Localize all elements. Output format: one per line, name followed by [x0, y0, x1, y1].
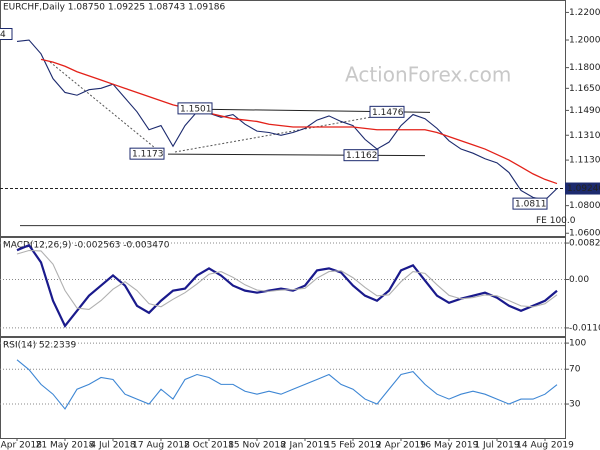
y-tick-label: 1.14900: [569, 106, 600, 116]
x-tick-label: 16 May 2019: [420, 441, 479, 450]
level-box: [512, 197, 548, 210]
y-tick-label: 1.13100: [569, 131, 600, 141]
level-label: 1.204: [0, 30, 6, 40]
level-label: 1.0811: [515, 200, 547, 210]
level-box: [369, 105, 405, 118]
x-tick-label: 5 Apr 2018: [0, 441, 42, 450]
x-tick-label: 2 Apr 2019: [376, 441, 426, 450]
y-tick-label: 30: [569, 400, 581, 410]
x-tick-label: 17 Aug 2018: [132, 441, 190, 450]
price-title: EURCHF,Daily 1.08750 1.09225 1.08743 1.0…: [3, 3, 226, 13]
x-tick-label: 1 Jul 2019: [474, 441, 519, 450]
series-line: [16, 249, 558, 310]
y-tick-label: 1.16500: [569, 84, 600, 94]
level-label: 1.1476: [372, 108, 404, 118]
y-tick-label: 1.18000: [569, 63, 600, 73]
watermark: ActionForex.com: [345, 63, 511, 87]
fe-label: FE 100.0: [536, 216, 576, 226]
series-line: [16, 39, 558, 201]
level-label: 1.1162: [346, 151, 378, 161]
x-tick-label: 4 Jul 2018: [90, 441, 135, 450]
panel-frame: [0, 337, 566, 439]
y-tick-label: 0.008292: [569, 239, 600, 249]
y-tick-label: 1.20000: [569, 36, 600, 46]
level-label: 1.1501: [180, 104, 212, 114]
x-tick-label: 15 Nov 2018: [228, 441, 286, 450]
rsi-title: RSI(14) 52.2339: [3, 341, 76, 351]
y-tick-label: 100: [569, 339, 586, 349]
level-box: [177, 102, 213, 115]
x-tick-label: 21 May 2018: [36, 441, 95, 450]
y-tick-label: 1.22000: [569, 8, 600, 18]
last-price-box: [565, 182, 600, 195]
y-tick-label: 1.11300: [569, 156, 600, 166]
macd-title: MACD(12,26,9) -0.002563 -0.003470: [3, 241, 170, 251]
level-box: [0, 28, 13, 41]
x-tick-label: 15 Feb 2019: [325, 441, 381, 450]
series-line: [40, 58, 558, 185]
y-tick-label: -0.011015: [569, 323, 600, 333]
y-tick-label: 1.08000: [569, 201, 600, 211]
y-tick-label: 0.00: [569, 275, 589, 285]
x-tick-label: 2 Oct 2018: [184, 441, 234, 450]
x-tick-label: 14 Aug 2019: [516, 441, 574, 450]
channel-lower: [167, 153, 426, 157]
y-tick-label: 1.06000: [569, 229, 600, 239]
level-box: [129, 147, 165, 160]
panel-frame: [0, 0, 566, 237]
y-tick-label: 70: [569, 365, 581, 375]
panel-frame: [0, 237, 566, 337]
x-tick-label: 2 Jan 2019: [281, 441, 329, 450]
series-line: [16, 359, 558, 410]
level-label: 1.1173: [132, 150, 164, 160]
level-box: [343, 149, 379, 162]
